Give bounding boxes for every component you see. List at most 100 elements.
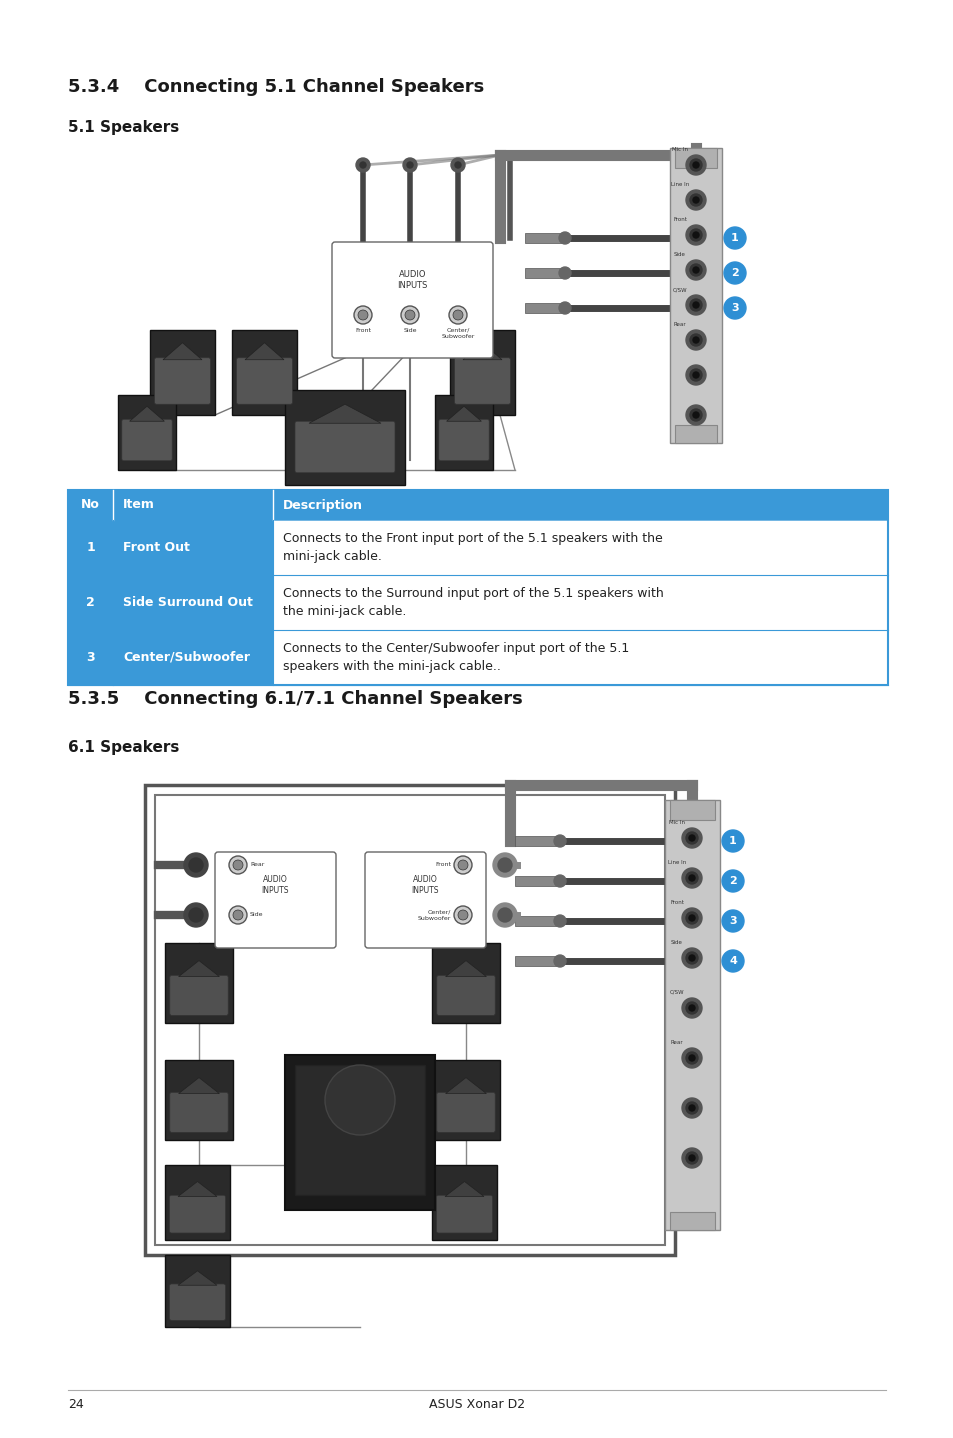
- Circle shape: [689, 229, 701, 242]
- Text: 2: 2: [730, 267, 739, 278]
- Text: 1: 1: [730, 233, 739, 243]
- Circle shape: [184, 853, 208, 877]
- Text: ASUS Xonar D2: ASUS Xonar D2: [429, 1399, 524, 1412]
- Bar: [524, 303, 564, 313]
- Circle shape: [688, 1104, 695, 1112]
- Text: 3: 3: [728, 916, 736, 926]
- FancyBboxPatch shape: [170, 1093, 228, 1132]
- Text: Side: Side: [403, 328, 416, 334]
- Bar: [100, 145, 849, 460]
- Bar: [515, 835, 559, 846]
- Circle shape: [689, 370, 701, 381]
- Polygon shape: [446, 407, 481, 421]
- Bar: [669, 148, 721, 443]
- Circle shape: [355, 158, 370, 173]
- Bar: [432, 1060, 499, 1140]
- Bar: [273, 575, 887, 630]
- Circle shape: [692, 336, 699, 344]
- Circle shape: [558, 267, 571, 279]
- Polygon shape: [178, 1271, 216, 1286]
- Circle shape: [359, 162, 366, 168]
- Text: Connects to the Surround input port of the 5.1 speakers with
the mini-jack cable: Connects to the Surround input port of t…: [283, 587, 663, 618]
- Circle shape: [558, 302, 571, 313]
- Polygon shape: [130, 407, 164, 421]
- Circle shape: [554, 874, 565, 887]
- Circle shape: [184, 903, 208, 928]
- Circle shape: [407, 162, 413, 168]
- Text: C/SW: C/SW: [672, 288, 686, 292]
- Text: C/SW: C/SW: [669, 989, 683, 995]
- Circle shape: [554, 915, 565, 928]
- Text: Description: Description: [283, 499, 363, 512]
- Text: Line In: Line In: [670, 183, 688, 187]
- Bar: [154, 795, 664, 1245]
- Circle shape: [681, 1099, 701, 1117]
- Bar: [675, 148, 717, 168]
- FancyBboxPatch shape: [294, 421, 395, 473]
- Circle shape: [692, 232, 699, 239]
- Bar: [432, 1165, 497, 1240]
- Text: AUDIO
INPUTS: AUDIO INPUTS: [412, 874, 438, 894]
- Circle shape: [692, 413, 699, 418]
- Polygon shape: [178, 1182, 216, 1196]
- Text: 3: 3: [86, 651, 94, 664]
- Bar: [285, 390, 405, 485]
- Circle shape: [457, 860, 468, 870]
- Bar: [669, 800, 714, 820]
- Bar: [165, 943, 233, 1022]
- Circle shape: [493, 853, 517, 877]
- FancyBboxPatch shape: [365, 851, 485, 948]
- Circle shape: [354, 306, 372, 324]
- Circle shape: [688, 1005, 695, 1011]
- Circle shape: [685, 365, 705, 385]
- Bar: [68, 575, 112, 630]
- Circle shape: [455, 162, 460, 168]
- FancyBboxPatch shape: [122, 420, 172, 460]
- Circle shape: [692, 302, 699, 308]
- Text: 5.1 Speakers: 5.1 Speakers: [68, 119, 179, 135]
- FancyBboxPatch shape: [154, 358, 211, 404]
- Bar: [68, 490, 887, 521]
- Text: Front: Front: [435, 863, 451, 867]
- Bar: [294, 1066, 424, 1195]
- Text: Rear: Rear: [673, 322, 685, 326]
- Circle shape: [681, 907, 701, 928]
- Bar: [515, 876, 559, 886]
- Circle shape: [325, 1066, 395, 1135]
- Circle shape: [688, 915, 695, 920]
- Circle shape: [685, 295, 705, 315]
- Bar: [515, 916, 559, 926]
- Circle shape: [685, 190, 705, 210]
- Polygon shape: [245, 342, 284, 360]
- Circle shape: [229, 906, 247, 925]
- Bar: [675, 426, 717, 443]
- FancyBboxPatch shape: [454, 358, 510, 404]
- Bar: [273, 630, 887, 684]
- Text: Rear: Rear: [670, 1040, 682, 1045]
- Circle shape: [723, 262, 745, 283]
- FancyBboxPatch shape: [436, 1093, 495, 1132]
- Text: Mic In: Mic In: [671, 147, 687, 152]
- Bar: [273, 521, 887, 575]
- Text: 3: 3: [730, 303, 738, 313]
- Bar: [524, 233, 564, 243]
- Bar: [112, 521, 273, 575]
- Text: Front: Front: [669, 900, 683, 905]
- Text: Center/
Subwoofer: Center/ Subwoofer: [441, 328, 475, 339]
- Circle shape: [453, 311, 462, 321]
- FancyBboxPatch shape: [170, 1284, 225, 1320]
- Circle shape: [723, 298, 745, 319]
- Bar: [118, 395, 175, 470]
- Bar: [515, 956, 559, 966]
- Bar: [435, 395, 493, 470]
- Circle shape: [688, 955, 695, 961]
- Bar: [285, 1055, 435, 1209]
- FancyBboxPatch shape: [214, 851, 335, 948]
- Circle shape: [685, 155, 705, 175]
- FancyBboxPatch shape: [438, 420, 489, 460]
- Text: Center/Subwoofer: Center/Subwoofer: [123, 651, 250, 664]
- Circle shape: [692, 267, 699, 273]
- Circle shape: [721, 951, 743, 972]
- Circle shape: [497, 907, 512, 922]
- Circle shape: [681, 948, 701, 968]
